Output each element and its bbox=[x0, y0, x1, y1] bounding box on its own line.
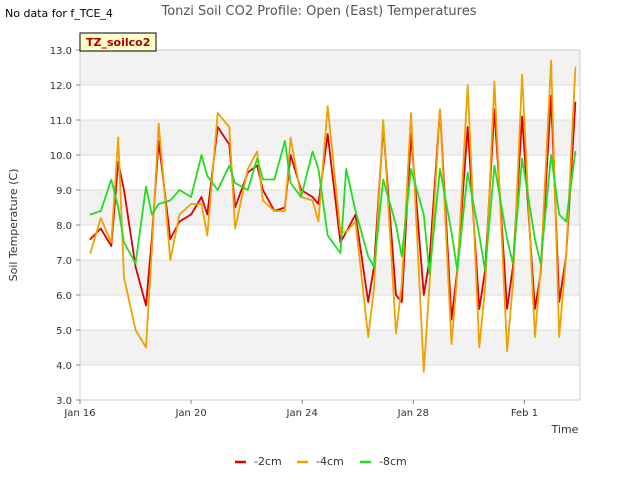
y-tick-label: 11.0 bbox=[50, 116, 72, 127]
y-axis-label: Soil Temperature (C) bbox=[7, 169, 20, 282]
x-tick-label: Jan 20 bbox=[174, 408, 206, 419]
y-axis: 3.0 4.0 5.0 6.0 7.0 8.0 9.0 10.0 11.0 12.0 13.0 bbox=[50, 46, 80, 407]
y-tick-label: 12.0 bbox=[50, 81, 72, 92]
grid-band bbox=[80, 365, 580, 400]
legend: -2cm -4cm -8cm bbox=[235, 455, 407, 468]
site-tag-label: TZ_soilco2 bbox=[86, 36, 150, 49]
x-axis-label: Time bbox=[551, 423, 579, 436]
x-tick-label: Jan 24 bbox=[286, 408, 318, 419]
y-tick-label: 13.0 bbox=[50, 46, 72, 57]
legend-label: -2cm bbox=[254, 455, 282, 468]
y-tick-label: 3.0 bbox=[56, 396, 72, 407]
grid-band bbox=[80, 330, 580, 365]
y-tick-label: 5.0 bbox=[56, 326, 72, 337]
chart-title: Tonzi Soil CO2 Profile: Open (East) Temp… bbox=[160, 4, 476, 19]
site-tag-box bbox=[79, 32, 157, 52]
y-tick-label: 4.0 bbox=[56, 361, 72, 372]
series-lines bbox=[89, 59, 577, 373]
legend-label: -8cm bbox=[379, 455, 407, 468]
y-tick-label: 6.0 bbox=[56, 291, 72, 302]
series-line-2 bbox=[89, 59, 577, 373]
y-tick-label: 10.0 bbox=[50, 151, 72, 162]
x-tick-label: Jan 28 bbox=[397, 408, 429, 419]
x-axis: Jan 16 Jan 20 Jan 24 Jan 28 Feb 1 bbox=[63, 400, 538, 419]
site-tag: TZ_soilco2 bbox=[79, 32, 157, 52]
grid-band bbox=[80, 295, 580, 330]
y-tick-label: 8.0 bbox=[56, 221, 72, 232]
x-tick-label: Jan 16 bbox=[63, 408, 95, 419]
no-data-note: No data for f_TCE_4 bbox=[5, 7, 113, 20]
y-tick-label: 9.0 bbox=[56, 186, 72, 197]
grid-band bbox=[80, 260, 580, 295]
legend-label: -4cm bbox=[316, 455, 344, 468]
x-tick-label: Feb 1 bbox=[511, 408, 538, 419]
grid-band bbox=[80, 225, 580, 260]
grid-band bbox=[80, 190, 580, 225]
grid-band bbox=[80, 50, 580, 85]
grid-band bbox=[80, 85, 580, 120]
y-tick-label: 7.0 bbox=[56, 256, 72, 267]
series-line-3 bbox=[89, 140, 577, 275]
